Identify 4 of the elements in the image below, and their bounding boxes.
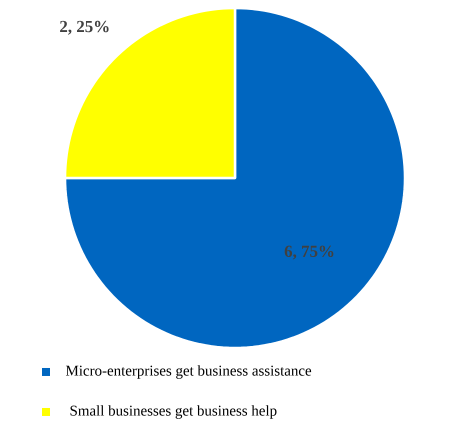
data-label: 6, 75% [284,246,334,260]
legend-label: Small businesses get business help [70,405,276,419]
legend-label: Micro-enterprises get business assistance [66,365,312,379]
data-label: 2, 25% [60,20,109,35]
